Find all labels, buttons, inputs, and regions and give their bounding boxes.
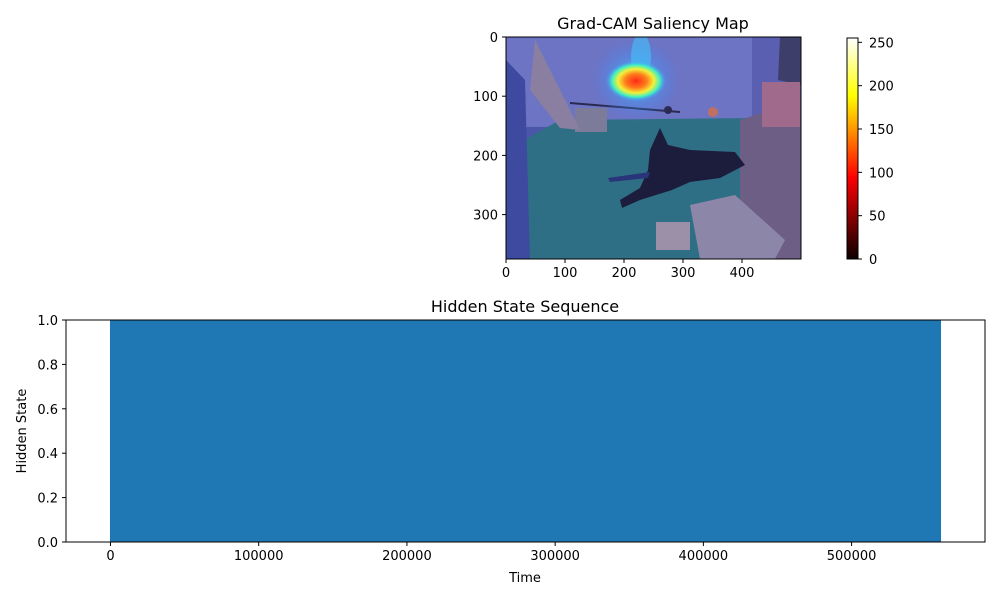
saliency-x-tick-label: 200 (612, 266, 637, 281)
x-tick-label: 300000 (530, 549, 580, 564)
y-tick-label: 0.8 (37, 358, 58, 373)
saliency-x-tick-label: 100 (553, 266, 578, 281)
y-axis-label: Hidden State (15, 389, 30, 474)
saliency-y-tick-label: 0 (490, 31, 498, 46)
saliency-x-tick-label: 0 (502, 266, 510, 281)
colorbar-tick-label: 150 (869, 123, 894, 138)
colorbar-tick-label: 0 (869, 253, 877, 268)
colorbar-tick-label: 200 (869, 80, 894, 95)
x-tick-label: 400000 (679, 549, 729, 564)
colorbar-gradient (846, 37, 859, 260)
y-tick-label: 1.0 (37, 314, 58, 329)
hidden-state-series (109, 319, 942, 543)
y-tick-label: 0.4 (37, 447, 58, 462)
hidden-state-fill (109, 319, 942, 543)
saliency-x-axis: 0 100 200 300 400 (502, 259, 755, 281)
saliency-title: Grad-CAM Saliency Map (557, 14, 749, 33)
saliency-subplot: Grad-CAM Saliency Map (473, 14, 894, 281)
saliency-image (506, 37, 801, 259)
saliency-y-tick-label: 300 (473, 209, 498, 224)
y-tick-label: 0.2 (37, 492, 58, 507)
x-axis-label: Time (508, 571, 541, 586)
saliency-y-tick-label: 200 (473, 149, 498, 164)
saliency-x-tick-label: 400 (730, 266, 755, 281)
saliency-x-tick-label: 300 (671, 266, 696, 281)
saliency-y-axis: 0 100 200 300 (473, 31, 506, 224)
x-tick-label: 500000 (827, 549, 877, 564)
hidden-state-subplot: Hidden State Sequence 0 100000 200000 30000… (15, 297, 986, 586)
x-tick-label: 0 (106, 549, 114, 564)
hidden-state-title: Hidden State Sequence (431, 297, 619, 316)
colorbar-ticks: 0 50 100 150 200 250 (858, 36, 894, 268)
colorbar: 0 50 100 150 200 250 (846, 36, 894, 268)
colorbar-tick-label: 50 (869, 210, 886, 225)
hidden-state-x-axis: 0 100000 200000 300000 400000 500000 (106, 542, 876, 564)
y-tick-label: 0.6 (37, 403, 58, 418)
x-tick-label: 200000 (382, 549, 432, 564)
hidden-state-y-axis: 0.0 0.2 0.4 0.6 0.8 1.0 (37, 314, 66, 551)
y-tick-label: 0.0 (37, 536, 58, 551)
saliency-y-tick-label: 100 (473, 90, 498, 105)
x-tick-label: 100000 (234, 549, 284, 564)
colorbar-tick-label: 100 (869, 166, 894, 181)
colorbar-tick-label: 250 (869, 36, 894, 51)
